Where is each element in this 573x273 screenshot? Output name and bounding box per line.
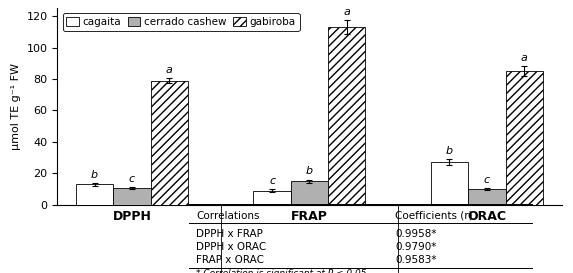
- Text: Coefficients (r): Coefficients (r): [395, 210, 473, 221]
- Text: Correlations: Correlations: [196, 210, 260, 221]
- Text: a: a: [166, 65, 173, 75]
- Legend: cagaita, cerrado cashew, gabiroba: cagaita, cerrado cashew, gabiroba: [62, 13, 300, 31]
- Bar: [253, 191, 291, 205]
- Bar: [505, 71, 543, 205]
- Text: b: b: [306, 167, 313, 176]
- Bar: [468, 189, 505, 205]
- Text: c: c: [484, 175, 490, 185]
- Y-axis label: µmol TE g⁻¹ FW: µmol TE g⁻¹ FW: [11, 63, 21, 150]
- Text: c: c: [129, 174, 135, 184]
- Text: FRAP x ORAC: FRAP x ORAC: [196, 255, 264, 265]
- Bar: [151, 81, 188, 205]
- Text: 0.9583*: 0.9583*: [395, 255, 437, 265]
- Text: * Correlation is significant at P < 0.05: * Correlation is significant at P < 0.05: [196, 269, 367, 273]
- Text: a: a: [343, 7, 350, 17]
- Text: b: b: [91, 170, 98, 180]
- Text: DPPH x ORAC: DPPH x ORAC: [196, 242, 266, 252]
- Bar: [291, 181, 328, 205]
- Bar: [113, 188, 151, 205]
- Text: 0.9958*: 0.9958*: [395, 229, 437, 239]
- Bar: [76, 184, 113, 205]
- Text: b: b: [446, 146, 453, 156]
- Text: DPPH x FRAP: DPPH x FRAP: [196, 229, 263, 239]
- Bar: [328, 27, 366, 205]
- Text: 0.9790*: 0.9790*: [395, 242, 437, 252]
- Text: c: c: [269, 176, 275, 186]
- Bar: [431, 162, 468, 205]
- Text: a: a: [521, 53, 528, 63]
